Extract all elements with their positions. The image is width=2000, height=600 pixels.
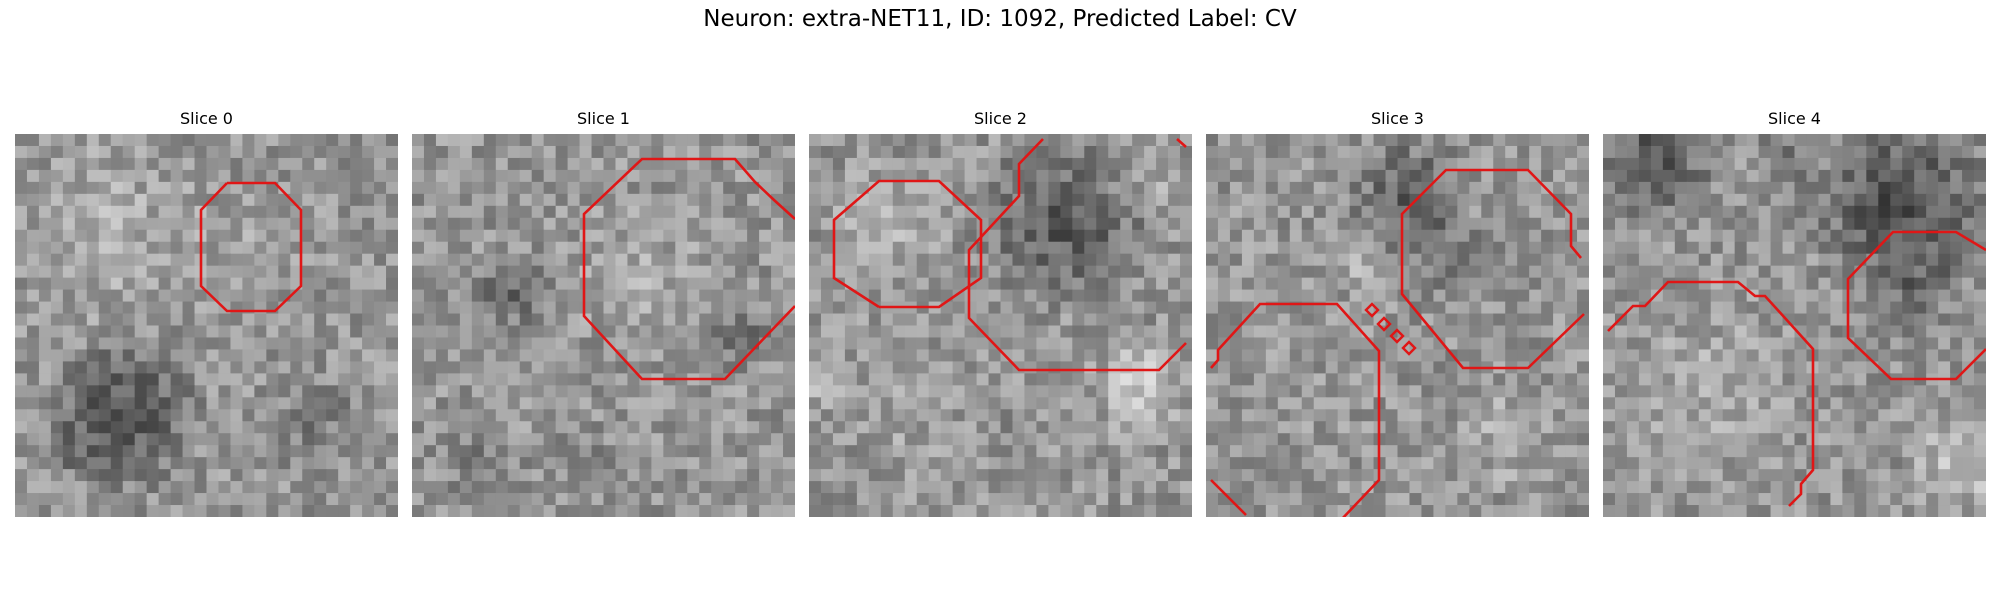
slice-panel-0: Slice 0 — [15, 108, 398, 517]
slice-panel-2: Slice 2 — [809, 108, 1192, 517]
micrograph-3 — [1206, 134, 1589, 517]
figure-title: Neuron: extra-NET11, ID: 1092, Predicted… — [0, 6, 2000, 32]
slice-image-3 — [1206, 134, 1589, 517]
micrograph-1 — [412, 134, 795, 517]
slice-title-4: Slice 4 — [1603, 108, 1986, 134]
slice-image-4 — [1603, 134, 1986, 517]
slice-panel-4: Slice 4 — [1603, 108, 1986, 517]
slice-title-2: Slice 2 — [809, 108, 1192, 134]
micrograph-4 — [1603, 134, 1986, 517]
slice-title-3: Slice 3 — [1206, 108, 1589, 134]
slice-title-0: Slice 0 — [15, 108, 398, 134]
slice-panel-3: Slice 3 — [1206, 108, 1589, 517]
micrograph-0 — [15, 134, 398, 517]
slice-image-1 — [412, 134, 795, 517]
slice-title-1: Slice 1 — [412, 108, 795, 134]
slice-panel-1: Slice 1 — [412, 108, 795, 517]
slice-image-0 — [15, 134, 398, 517]
slice-image-2 — [809, 134, 1192, 517]
